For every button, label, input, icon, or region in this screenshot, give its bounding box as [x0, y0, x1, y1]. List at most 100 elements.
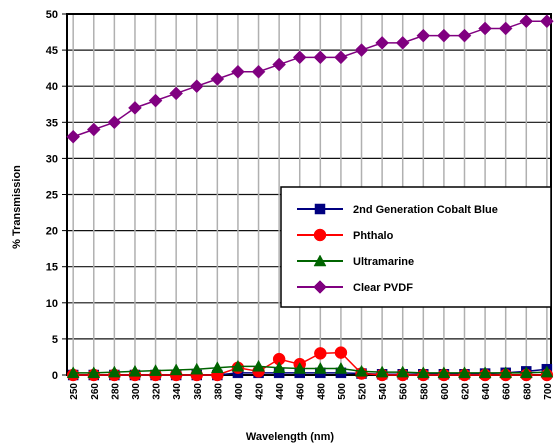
legend-marker [313, 280, 327, 294]
legend-label: Phthalo [353, 230, 394, 242]
data-point [334, 361, 348, 374]
legend-marker [313, 254, 327, 267]
y-tick-label: 25 [46, 190, 58, 202]
x-tick-label: 660 [502, 383, 513, 400]
data-point [437, 28, 451, 43]
data-point [210, 361, 224, 374]
data-point [292, 50, 307, 65]
data-point [416, 28, 431, 43]
data-point [519, 14, 534, 29]
legend-label: Ultramarine [353, 256, 414, 268]
x-tick-label: 320 [152, 383, 163, 400]
series-ultramarine [66, 359, 554, 379]
y-tick-label: 20 [46, 226, 58, 238]
data-point [190, 362, 204, 375]
y-tick-label: 10 [46, 298, 58, 310]
legend-item: Ultramarine [297, 254, 414, 268]
series-layer [66, 14, 554, 382]
data-point [86, 122, 101, 137]
x-tick-label: 480 [316, 383, 327, 400]
data-point [149, 364, 162, 376]
x-tick-label: 460 [296, 383, 307, 400]
data-point [334, 50, 348, 65]
x-tick-label: 500 [337, 383, 348, 400]
data-point [231, 359, 245, 372]
x-tick-label: 280 [110, 383, 121, 400]
legend-item: 2nd Generation Cobalt Blue [297, 203, 498, 216]
x-tick-label: 400 [234, 383, 245, 400]
x-tick-label: 360 [193, 383, 204, 400]
y-tick-label: 15 [46, 262, 58, 274]
x-tick-label: 580 [419, 383, 430, 400]
data-point [396, 365, 410, 378]
data-point [457, 28, 472, 43]
x-tick-label: 700 [543, 383, 554, 400]
data-point [128, 364, 142, 377]
x-tick-label: 640 [481, 383, 492, 400]
data-point [314, 347, 327, 360]
data-point [395, 36, 410, 50]
x-axis-title: Wavelength (nm) [246, 431, 335, 443]
data-point [458, 366, 471, 379]
data-point [313, 50, 328, 65]
x-tick-label: 440 [275, 383, 286, 400]
data-point [148, 93, 163, 108]
data-point [189, 79, 204, 94]
legend: 2nd Generation Cobalt Blue Phthalo Ultrama… [280, 186, 552, 308]
x-tick-label: 260 [90, 383, 101, 400]
legend-marker [314, 203, 326, 215]
data-point [375, 36, 389, 50]
data-point [169, 86, 184, 101]
data-point [375, 365, 389, 378]
legend-marker [313, 228, 327, 242]
data-point [107, 115, 122, 130]
data-point [498, 21, 513, 36]
data-point [210, 72, 225, 86]
y-axis: 0 5 10 15 20 25 30 35 40 45 50 [46, 9, 67, 382]
data-point [107, 365, 121, 378]
series-line [72, 20, 547, 138]
x-tick-label: 250 [69, 383, 80, 400]
x-tick-label: 300 [131, 383, 142, 400]
y-tick-label: 45 [46, 45, 58, 57]
data-point [355, 364, 368, 377]
data-point [252, 359, 265, 372]
x-tick-label: 620 [460, 383, 471, 400]
y-axis-title: % Transmission [11, 165, 23, 249]
data-point [499, 366, 513, 379]
x-tick-label: 600 [440, 383, 451, 400]
legend-item: Clear PVDF [297, 280, 413, 294]
data-point [437, 366, 451, 379]
y-tick-label: 30 [46, 153, 58, 165]
data-point [251, 64, 266, 79]
data-point [169, 363, 183, 376]
legend-item: Phthalo [297, 228, 394, 242]
data-point [540, 365, 554, 378]
data-point [66, 366, 80, 379]
y-tick-label: 5 [52, 334, 58, 346]
x-tick-label: 520 [358, 383, 369, 400]
data-point [416, 366, 430, 379]
legend-label: Clear PVDF [353, 282, 413, 294]
data-point [128, 101, 142, 115]
x-tick-label: 380 [213, 383, 224, 400]
y-tick-label: 0 [52, 370, 58, 382]
data-point [231, 64, 245, 79]
data-point [334, 346, 348, 359]
series-clear-pvdf [66, 14, 554, 144]
x-tick-label: 420 [255, 383, 266, 400]
data-point [66, 129, 81, 144]
y-tick-label: 50 [46, 9, 58, 21]
data-point [478, 366, 492, 379]
data-point [478, 21, 492, 36]
series-line [73, 365, 547, 374]
x-tick-label: 680 [522, 383, 533, 400]
data-point [272, 361, 286, 374]
data-point [519, 366, 533, 379]
x-axis: 250 260 280 300 320 340 360 380 400 420 440 460 480 5… [69, 383, 554, 400]
y-tick-label: 35 [46, 117, 58, 129]
data-point [540, 14, 554, 29]
x-tick-label: 560 [399, 383, 410, 400]
x-tick-label: 340 [172, 383, 183, 400]
